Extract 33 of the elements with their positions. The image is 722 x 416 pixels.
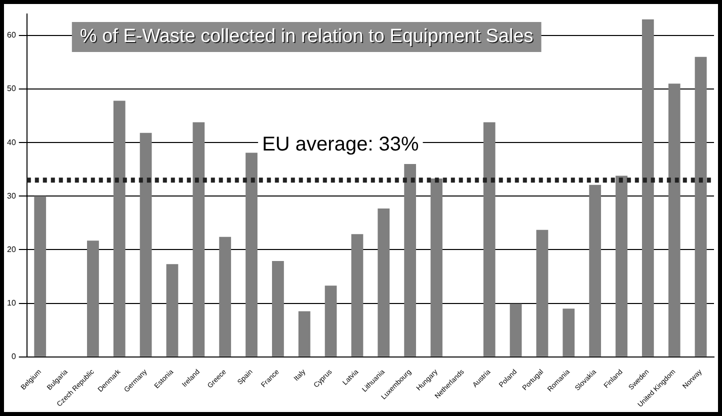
y-tick-label: 60 [6, 30, 16, 40]
bar [351, 234, 364, 356]
text: % of E-Waste collected in relation to Equipment Sales [80, 27, 534, 48]
bar [272, 260, 284, 356]
bar [616, 176, 628, 356]
bar [324, 286, 337, 356]
bar [510, 304, 522, 356]
bar [404, 164, 416, 356]
bar [668, 84, 680, 356]
bar [166, 264, 178, 356]
y-tick-label: 30 [6, 191, 16, 200]
y-tick-label: 20 [6, 244, 16, 254]
y-tick-label: 0 [11, 352, 16, 362]
bar [536, 230, 548, 356]
bar [378, 208, 390, 356]
bar [298, 311, 310, 356]
bar [246, 152, 258, 356]
ref-line-label: EU average: 33% [262, 134, 420, 156]
bar [34, 196, 46, 356]
y-tick-label: 50 [6, 84, 16, 94]
bar [562, 308, 575, 356]
bar [192, 122, 205, 356]
bar [113, 100, 126, 356]
bar [430, 178, 442, 356]
bar [483, 122, 496, 356]
bar [642, 19, 654, 356]
bar [694, 56, 707, 356]
bar [219, 236, 232, 356]
y-tick-label: 10 [6, 298, 16, 308]
bar [589, 184, 602, 356]
bar [140, 132, 152, 356]
y-tick-label: 40 [6, 138, 16, 147]
bar [87, 240, 99, 356]
